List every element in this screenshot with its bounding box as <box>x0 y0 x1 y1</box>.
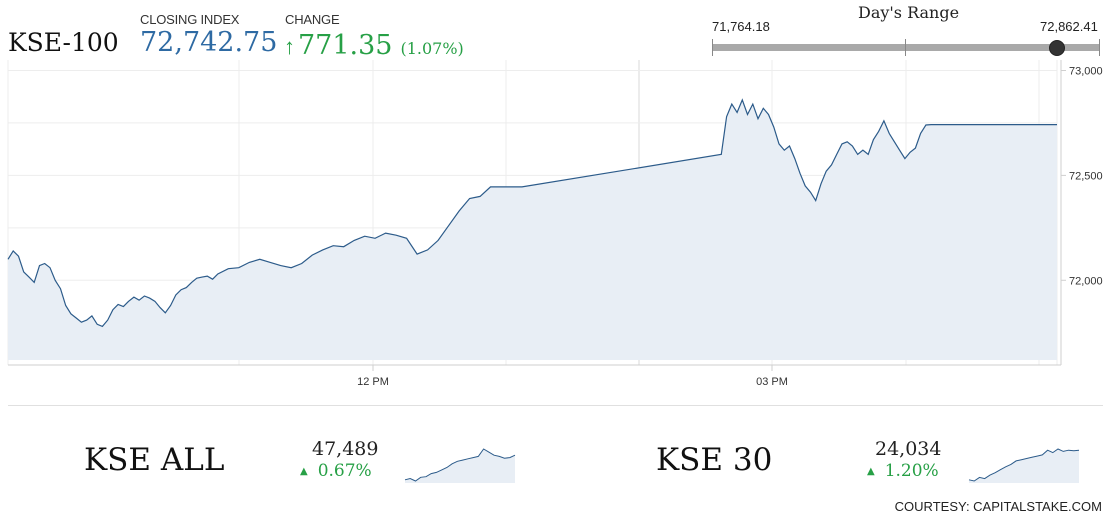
chart-axes: 12 PM 03 PM 72,000 72,500 73,000 <box>8 60 1103 388</box>
days-range-tick-low <box>712 39 713 56</box>
closing-index-value: 72,742.75 <box>140 27 278 58</box>
y-tick-label: 72,500 <box>1069 170 1103 182</box>
sparkline-line <box>404 448 516 482</box>
change-label: CHANGE <box>285 12 340 27</box>
y-tick-label: 73,000 <box>1069 65 1103 77</box>
x-tick-label: 03 PM <box>756 376 788 388</box>
days-range-bar <box>712 44 1100 51</box>
mini-card-change-value: 1.20% <box>884 461 939 481</box>
days-range-low: 71,764.18 <box>712 19 770 34</box>
days-range-tick-mid <box>905 39 906 56</box>
main-chart: 12 PM 03 PM 72,000 72,500 73,000 <box>7 60 1103 388</box>
sparkline-kse-30 <box>968 448 1080 483</box>
mini-card-value-kse-all: 47,489 <box>312 438 379 460</box>
courtesy-credit: COURTESY: CAPITALSTAKE.COM <box>894 499 1102 514</box>
mini-card-change-kse-all: ▲ 0.67% <box>300 461 372 481</box>
change-percent: (1.07%) <box>400 39 464 58</box>
change-group: ↑ 771.35 (1.07%) <box>284 30 464 61</box>
index-name: KSE-100 <box>8 28 119 57</box>
sparkline-area <box>969 449 1079 483</box>
change-value: 771.35 <box>298 30 393 61</box>
x-tick-label: 12 PM <box>357 376 389 388</box>
days-range-tick-high <box>1099 39 1100 56</box>
mini-card-change-value: 0.67% <box>317 461 372 481</box>
days-range-marker <box>1049 40 1066 56</box>
sparkline-line <box>968 448 1080 482</box>
section-divider <box>8 405 1103 406</box>
closing-index-label: CLOSING INDEX <box>140 12 240 27</box>
y-tick-label: 72,000 <box>1069 275 1103 287</box>
days-range-high: 72,862.41 <box>1040 19 1098 34</box>
triangle-up-icon: ▲ <box>867 465 875 477</box>
chart-area-fill <box>8 99 1057 361</box>
mini-card-name-kse-30: KSE 30 <box>656 442 773 478</box>
days-range-title: Day's Range <box>858 3 960 22</box>
sparkline-kse-all <box>404 448 516 483</box>
mini-card-change-kse-30: ▲ 1.20% <box>867 461 939 481</box>
arrow-up-icon: ↑ <box>284 34 295 59</box>
mini-card-name-kse-all: KSE ALL <box>84 442 225 478</box>
mini-card-value-kse-30: 24,034 <box>875 438 942 460</box>
sparkline-area <box>405 449 515 483</box>
chart-line <box>7 98 1057 328</box>
triangle-up-icon: ▲ <box>300 465 308 477</box>
